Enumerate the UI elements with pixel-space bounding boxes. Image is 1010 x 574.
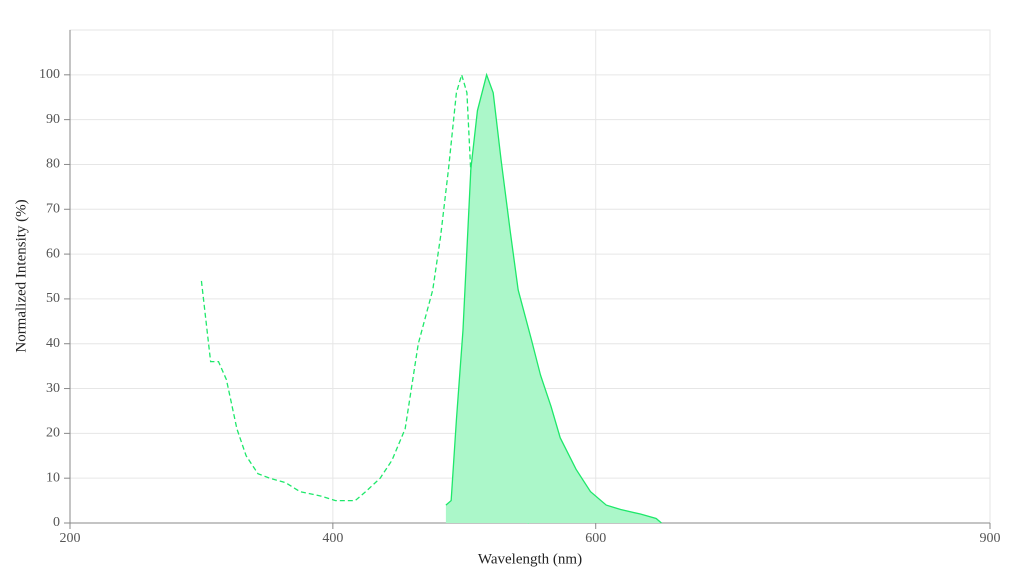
- y-tick-label: 20: [46, 426, 60, 441]
- y-tick-label: 80: [46, 157, 60, 172]
- y-tick-label: 50: [46, 291, 60, 306]
- y-tick-label: 60: [46, 246, 60, 261]
- x-tick-label: 900: [980, 531, 1001, 546]
- y-tick-label: 70: [46, 201, 60, 216]
- y-tick-label: 10: [46, 470, 60, 485]
- y-tick-label: 90: [46, 112, 60, 127]
- spectrum-line: [200, 72, 529, 524]
- spectrum-line: [445, 72, 662, 524]
- y-tick-label: 0: [53, 515, 60, 530]
- x-tick-label: 400: [322, 531, 343, 546]
- y-axis-label: Normalized Intensity (%): [13, 199, 29, 352]
- y-tick-label: 40: [46, 336, 60, 351]
- x-tick-label: 200: [60, 531, 81, 546]
- y-tick-label: 30: [46, 381, 60, 396]
- x-tick-label: 600: [585, 531, 606, 546]
- x-axis-label: Wavelength (nm): [478, 551, 582, 567]
- spectrum-area: [445, 74, 662, 524]
- y-tick-label: 100: [39, 67, 60, 82]
